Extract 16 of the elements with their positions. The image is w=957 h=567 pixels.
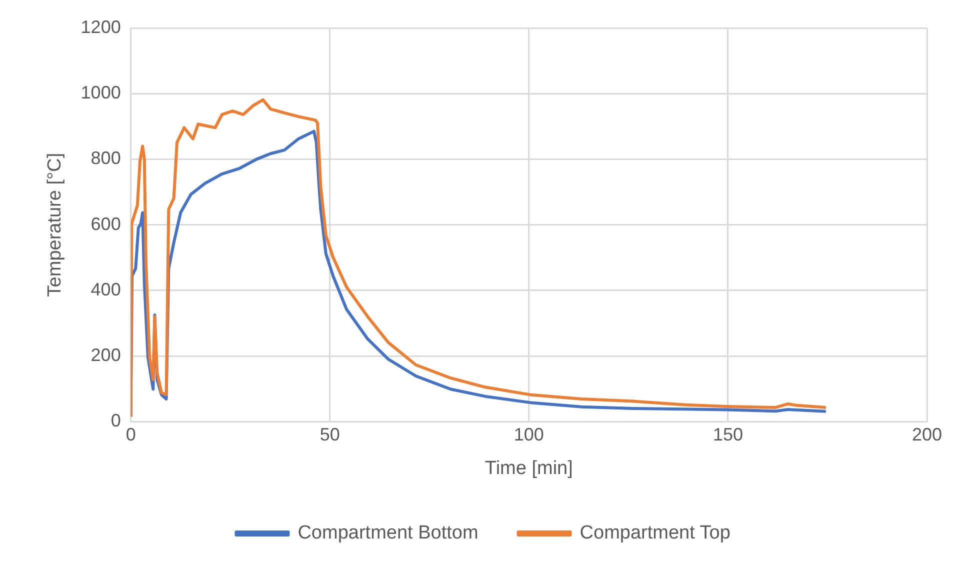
y-tick-label: 400 — [90, 279, 121, 300]
x-tick-label: 50 — [320, 424, 340, 444]
y-tick-label: 800 — [90, 148, 121, 168]
x-tick-label: 150 — [712, 424, 743, 444]
x-tick-label: 0 — [126, 424, 136, 444]
y-axis-title: Temperature [°C] — [44, 152, 66, 297]
y-tick-label: 200 — [90, 344, 121, 365]
x-tick-label: 200 — [912, 424, 942, 444]
y-tick-label: 0 — [110, 410, 121, 431]
legend-label: Compartment Top — [580, 522, 730, 544]
x-axis-title: Time [min] — [484, 458, 573, 479]
y-tick-label: 600 — [90, 214, 121, 234]
y-tick-label: 1200 — [80, 16, 121, 37]
legend-label: Compartment Bottom — [298, 522, 478, 544]
x-tick-label: 100 — [514, 424, 544, 444]
y-tick-label: 1000 — [80, 82, 121, 103]
